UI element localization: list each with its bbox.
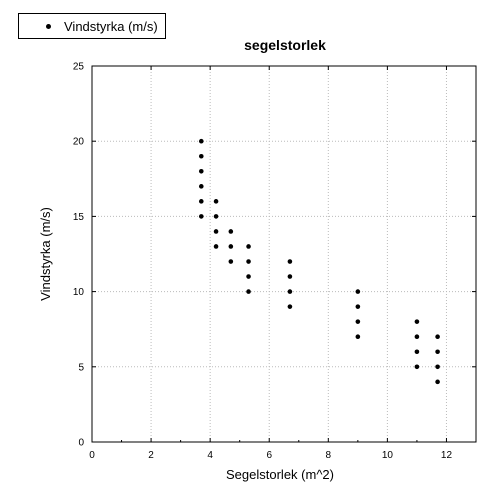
data-point xyxy=(435,349,440,355)
data-point xyxy=(355,319,361,324)
legend-marker xyxy=(46,23,51,29)
data-point xyxy=(198,184,204,189)
data-points xyxy=(198,138,440,385)
x-axis-label: Segelstorlek (m^2) xyxy=(226,467,334,482)
data-point xyxy=(355,289,361,294)
x-tick-label: 2 xyxy=(148,450,154,461)
y-tick-label: 25 xyxy=(73,62,85,73)
legend: Vindstyrka (m/s) xyxy=(18,13,166,39)
data-point xyxy=(414,334,420,340)
data-point xyxy=(287,259,293,264)
plot-area xyxy=(91,65,477,443)
y-axis-label: Vindstyrka (m/s) xyxy=(38,207,53,301)
data-point xyxy=(355,304,361,309)
y-tick-label: 15 xyxy=(73,212,85,223)
legend-label: Vindstyrka (m/s) xyxy=(64,18,158,34)
data-point xyxy=(287,304,293,309)
data-point xyxy=(198,138,204,144)
data-point xyxy=(246,289,251,294)
x-tick-label: 12 xyxy=(441,450,453,461)
grid xyxy=(92,66,476,442)
y-tick-label: 20 xyxy=(73,137,85,148)
x-tick-label: 6 xyxy=(266,450,272,461)
data-point xyxy=(213,199,219,204)
y-tick-label: 10 xyxy=(73,287,85,298)
chart-title: segelstorlek xyxy=(244,37,326,53)
data-point xyxy=(213,244,219,249)
x-tick-label: 10 xyxy=(382,450,394,461)
data-point xyxy=(246,259,251,264)
data-point xyxy=(198,214,204,219)
data-point xyxy=(414,349,420,355)
data-point xyxy=(228,259,234,264)
data-point xyxy=(355,334,361,340)
data-point xyxy=(246,274,251,279)
x-tick-label: 8 xyxy=(326,450,332,461)
data-point xyxy=(435,334,440,340)
data-point xyxy=(287,274,293,279)
y-tick-label: 0 xyxy=(78,438,84,449)
data-point xyxy=(213,214,219,219)
data-point xyxy=(435,379,440,385)
data-point xyxy=(246,244,251,249)
data-point xyxy=(228,229,234,234)
data-point xyxy=(435,364,440,370)
axis-ticks: 0 2 4 6 8 10 12 0 5 10 15 20 25 xyxy=(73,62,476,461)
data-point xyxy=(213,229,219,234)
data-point xyxy=(198,199,204,204)
data-point xyxy=(198,153,204,159)
x-tick-label: 0 xyxy=(89,450,95,461)
data-point xyxy=(287,289,293,294)
y-tick-label: 5 xyxy=(78,362,84,373)
data-point xyxy=(414,319,420,324)
data-point xyxy=(198,168,204,174)
data-point xyxy=(414,364,420,370)
x-tick-label: 4 xyxy=(207,450,213,461)
data-point xyxy=(228,244,234,249)
